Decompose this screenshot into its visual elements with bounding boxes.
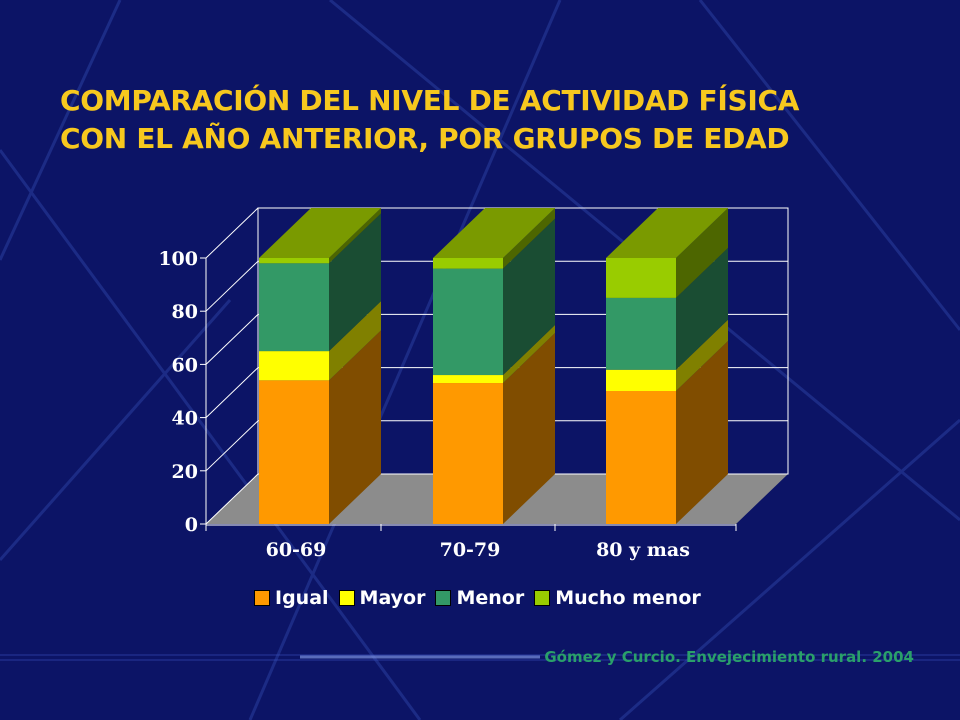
legend-item-igual: Igual [254, 587, 329, 609]
y-tick-label: 100 [158, 248, 198, 270]
bar-side [503, 218, 555, 376]
legend-swatch [338, 590, 355, 606]
legend-swatch [254, 590, 270, 606]
bar-front [259, 258, 329, 264]
bar-top [259, 208, 381, 258]
bar-side [503, 333, 555, 524]
slide-title: COMPARACIÓN DEL NIVEL DE ACTIVIDAD FÍSIC… [60, 82, 920, 158]
y-tick-label: 80 [172, 301, 198, 323]
bar-segment-igual [259, 330, 381, 524]
bar-side [676, 341, 728, 524]
bar-segment-mayor [606, 319, 728, 391]
chart-legend: Igual Mayor Menor Mucho menor [254, 587, 701, 609]
x-category-label: 70-79 [440, 539, 501, 561]
grid-diagonal [205, 314, 259, 365]
bar-segment-igual [606, 341, 728, 524]
bar-front [606, 297, 676, 370]
grid-diagonal [205, 473, 259, 525]
bar-front [259, 263, 329, 352]
bar-segment-mayor [259, 301, 381, 381]
y-tick-label: 60 [172, 354, 198, 376]
legend-item-menor: Menor [435, 587, 524, 609]
grid-diagonal [205, 207, 259, 259]
bar-front [259, 380, 329, 524]
legend-label: Mucho menor [555, 587, 701, 609]
legend-item-mayor: Mayor [338, 587, 426, 609]
legend-swatch [435, 590, 452, 606]
bar-segment-menor [259, 213, 381, 352]
bar-segment-mucho-menor [606, 208, 728, 298]
bar-segment-mucho-menor [433, 208, 555, 269]
legend-label: Menor [456, 587, 525, 609]
bar-front [259, 351, 329, 381]
bar-side [329, 330, 381, 524]
bar-side [676, 319, 728, 391]
bar-segment-menor [606, 247, 728, 370]
bar-segment-igual [433, 333, 555, 524]
source-citation: Gómez y Curcio. Envejecimiento rural. 20… [544, 648, 914, 666]
legend-item-mucho-menor: Mucho menor [534, 587, 701, 609]
bar-side [676, 208, 728, 298]
legend-label: Mayor [359, 587, 426, 609]
bar-segment-mayor [433, 325, 555, 384]
legend-label: Igual [275, 587, 329, 609]
bar-segment-menor [433, 218, 555, 376]
bar-front [606, 391, 676, 524]
x-category-label: 60-69 [266, 539, 327, 561]
grid-diagonal [205, 260, 259, 312]
bar-top [433, 208, 555, 258]
bar-side [329, 301, 381, 381]
y-tick-label: 40 [172, 408, 198, 430]
bar-front [433, 375, 503, 384]
bar-front [433, 258, 503, 269]
bar-top [606, 208, 728, 258]
y-tick-label: 20 [172, 461, 198, 483]
bar-front [606, 258, 676, 298]
title-line-1: COMPARACIÓN DEL NIVEL DE ACTIVIDAD FÍSIC… [60, 84, 800, 117]
grid-diagonal [205, 420, 259, 472]
bar-side [503, 325, 555, 384]
legend-swatch [534, 590, 551, 606]
bar-side [676, 247, 728, 370]
bar-side [329, 208, 381, 264]
bar-front [433, 268, 503, 376]
title-line-2: CON EL AÑO ANTERIOR, POR GRUPOS DE EDAD [60, 122, 790, 155]
y-tick-label: 0 [185, 514, 198, 536]
bar-side [329, 213, 381, 352]
bar-front [606, 369, 676, 391]
bar-segment-mucho-menor [259, 208, 381, 264]
x-category-label: 80 y mas [596, 539, 690, 561]
bar-side [503, 208, 555, 269]
bar-front [433, 383, 503, 524]
grid-diagonal [205, 367, 259, 418]
